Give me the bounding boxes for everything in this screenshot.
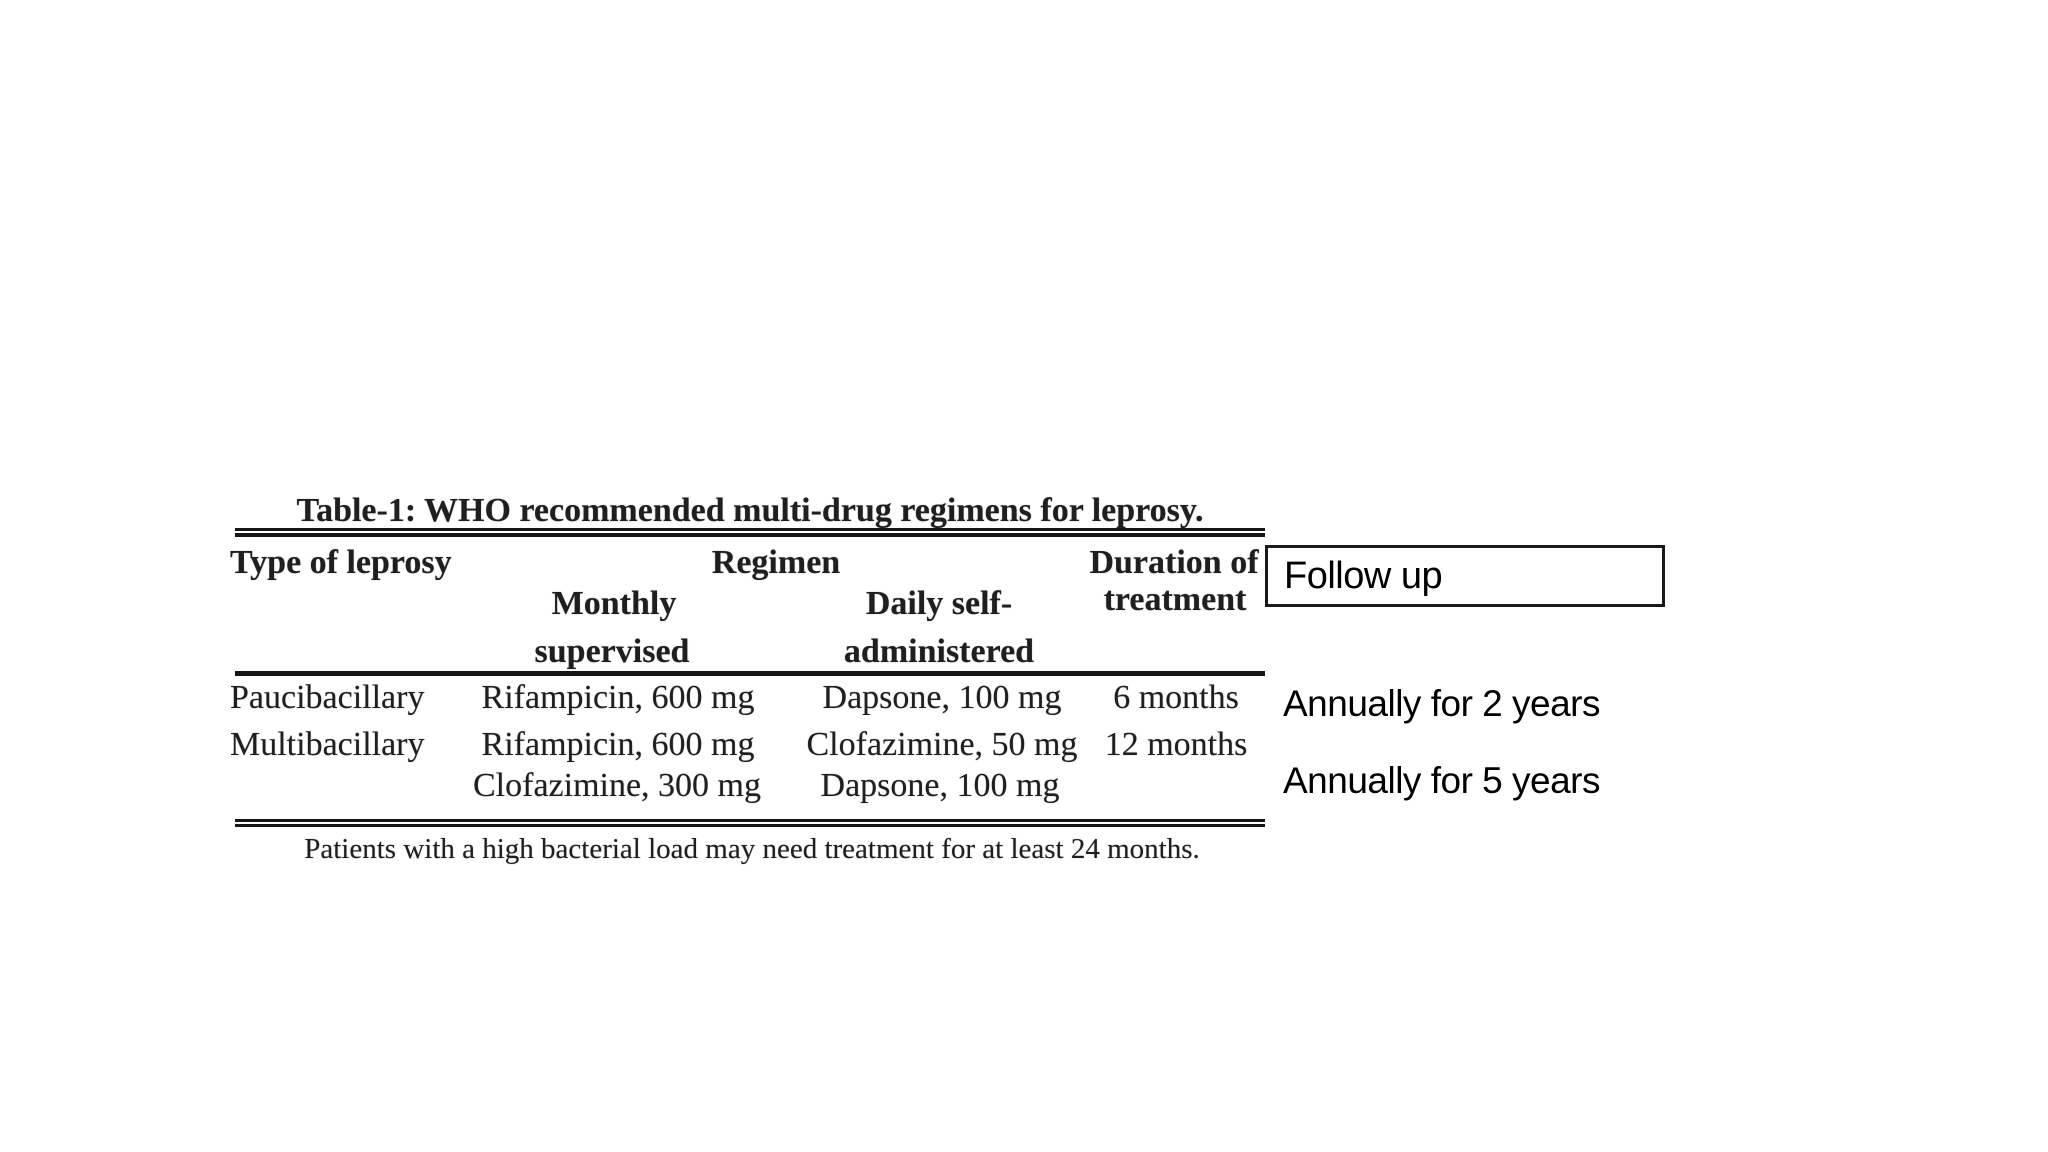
cell-monthly: Rifampicin, 600 mg	[481, 726, 755, 763]
table-header-rule	[235, 671, 1265, 676]
cell-daily: Dapsone, 100 mg	[822, 679, 1062, 716]
cell-type: Paucibacillary	[230, 679, 425, 716]
cell-monthly: Clofazimine, 300 mg	[472, 767, 762, 804]
follow-up-label: Follow up	[1284, 555, 1443, 597]
column-header-daily-line1: Daily self-	[865, 585, 1013, 622]
column-header-duration-line2: treatment	[1103, 581, 1247, 618]
follow-up-note-row2: Annually for 5 years	[1283, 760, 1601, 801]
column-header-monthly-line1: Monthly	[551, 585, 677, 622]
follow-up-box: Follow up	[1265, 545, 1665, 607]
cell-duration: 6 months	[1113, 679, 1239, 716]
column-header-monthly-line2: supervised	[534, 633, 690, 670]
table-top-rule	[235, 528, 1265, 537]
table-footnote: Patients with a high bacterial load may …	[304, 833, 1200, 865]
cell-type: Multibacillary	[230, 726, 425, 763]
cell-daily: Dapsone, 100 mg	[820, 767, 1060, 804]
follow-up-note-row1: Annually for 2 years	[1283, 683, 1601, 724]
column-header-daily-line2: administered	[843, 633, 1035, 670]
table-title: Table-1: WHO recommended multi-drug regi…	[296, 492, 1204, 529]
column-header-duration-line1: Duration of	[1089, 544, 1259, 581]
cell-daily: Clofazimine, 50 mg	[806, 726, 1078, 763]
column-header-regimen: Regimen	[711, 544, 841, 581]
cell-duration: 12 months	[1104, 726, 1248, 763]
cell-monthly: Rifampicin, 600 mg	[481, 679, 755, 716]
table-bottom-rule	[235, 819, 1265, 827]
column-header-type: Type of leprosy	[230, 544, 452, 581]
